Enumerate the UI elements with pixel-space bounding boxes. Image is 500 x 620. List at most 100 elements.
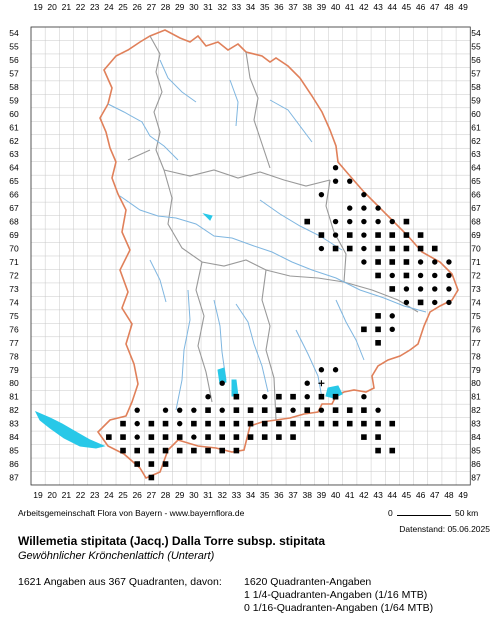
x-label-top: 26 [132,2,142,12]
x-label-bottom: 20 [47,490,57,500]
quarter-marker [332,232,339,238]
x-label-top: 23 [90,2,100,12]
y-label-left: 60 [9,109,19,119]
y-label-right: 72 [471,270,481,280]
quadrant-marker [120,420,126,427]
y-label-right: 63 [471,149,481,159]
quadrant-marker [233,447,240,454]
quadrant-marker [290,434,296,440]
y-label-left: 63 [9,149,19,159]
y-label-left: 57 [9,68,19,78]
y-label-left: 55 [9,41,19,51]
y-label-left: 85 [9,446,19,456]
quadrant-marker [375,272,381,279]
x-label-bottom: 33 [232,490,242,500]
y-label-right: 70 [471,244,481,254]
quadrant-marker [290,393,296,400]
x-label-bottom: 44 [388,490,398,500]
y-label-left: 70 [9,244,19,254]
quadrant-marker [318,232,325,238]
y-label-left: 87 [9,473,19,483]
y-label-left: 81 [9,392,19,402]
quarter-marker [375,407,381,413]
quarter-marker [177,420,183,427]
quadrant-marker [219,420,226,427]
y-label-right: 82 [471,405,481,415]
y-label-right: 83 [471,419,481,429]
quarter-marker [191,434,197,440]
quadrant-marker [247,420,254,427]
quadrant-marker [389,286,396,292]
scale-label-end: 50 km [455,508,479,518]
quarter-marker [347,178,353,184]
y-label-left: 64 [9,163,19,173]
quadrant-marker [261,407,268,413]
y-label-left: 79 [9,365,19,375]
quadrant-marker [134,447,140,454]
data-date: Datenstand: 05.06.2025 [399,524,490,534]
quadrant-marker [375,232,381,238]
x-label-bottom: 41 [345,490,355,500]
y-label-left: 54 [9,28,19,38]
quarter-marker [375,218,381,225]
y-label-right: 85 [471,446,481,456]
quarter-marker [403,286,410,292]
distribution-map: 19 19 20 20 21 21 22 22 23 23 24 24 25 25 26 26 27 27 28 28… [9,2,481,500]
quarter-marker [417,286,424,292]
quadrant-marker [375,313,381,319]
quarter-marker [361,393,367,400]
x-label-top: 42 [359,2,369,12]
quadrant-marker [247,407,254,413]
occurrence-markers [106,165,452,481]
x-label-top: 31 [203,2,213,12]
quadrant-marker [247,434,254,440]
x-label-bottom: 45 [402,490,412,500]
quadrant-marker [389,232,396,238]
y-label-right: 60 [471,109,481,119]
quadrant-marker [120,447,126,454]
quadrant-marker [389,447,396,454]
quadrant-marker [346,420,353,427]
quadrant-marker [162,461,169,467]
quarter-marker [432,272,438,279]
x-label-top: 38 [302,2,312,12]
quarter-marker [446,286,452,292]
x-label-bottom: 46 [416,490,426,500]
quadrant-marker [148,461,155,467]
quadrant-marker [304,218,311,225]
y-label-right: 57 [471,68,481,78]
quarter-marker [332,218,339,225]
quadrant-marker [219,447,226,454]
x-label-bottom: 25 [118,490,128,500]
quadrant-marker [332,245,339,252]
y-label-right: 69 [471,230,481,240]
y-label-right: 78 [471,351,481,361]
quarter-marker [389,326,395,333]
quarter-marker [205,393,211,400]
quadrant-marker [375,420,381,427]
x-label-top: 44 [388,2,398,12]
quadrant-marker [134,461,140,467]
record-breakdown: 1620 Quadranten-Angaben 1 1/4-Quadranten… [244,576,433,615]
quarter-marker [446,272,452,279]
quadrant-marker [389,245,396,252]
quadrant-marker [431,245,438,252]
y-label-right: 67 [471,203,481,213]
quadrant-marker [403,232,410,238]
x-label-bottom: 47 [430,490,440,500]
x-label-bottom: 30 [189,490,199,500]
quarter-marker [219,407,225,413]
y-label-left: 73 [9,284,19,294]
y-label-left: 80 [9,378,19,388]
quadrant-marker [205,447,211,454]
quadrant-marker [191,420,197,427]
y-label-right: 79 [471,365,481,375]
y-label-left: 75 [9,311,19,321]
y-label-left: 74 [9,297,19,307]
species-title: Willemetia stipitata (Jacq.) Dalla Torre… [18,534,326,548]
quadrant-marker [304,407,311,413]
y-label-right: 76 [471,324,481,334]
y-label-right: 61 [471,122,481,132]
quadrant-marker [375,447,381,454]
y-label-right: 62 [471,136,481,146]
